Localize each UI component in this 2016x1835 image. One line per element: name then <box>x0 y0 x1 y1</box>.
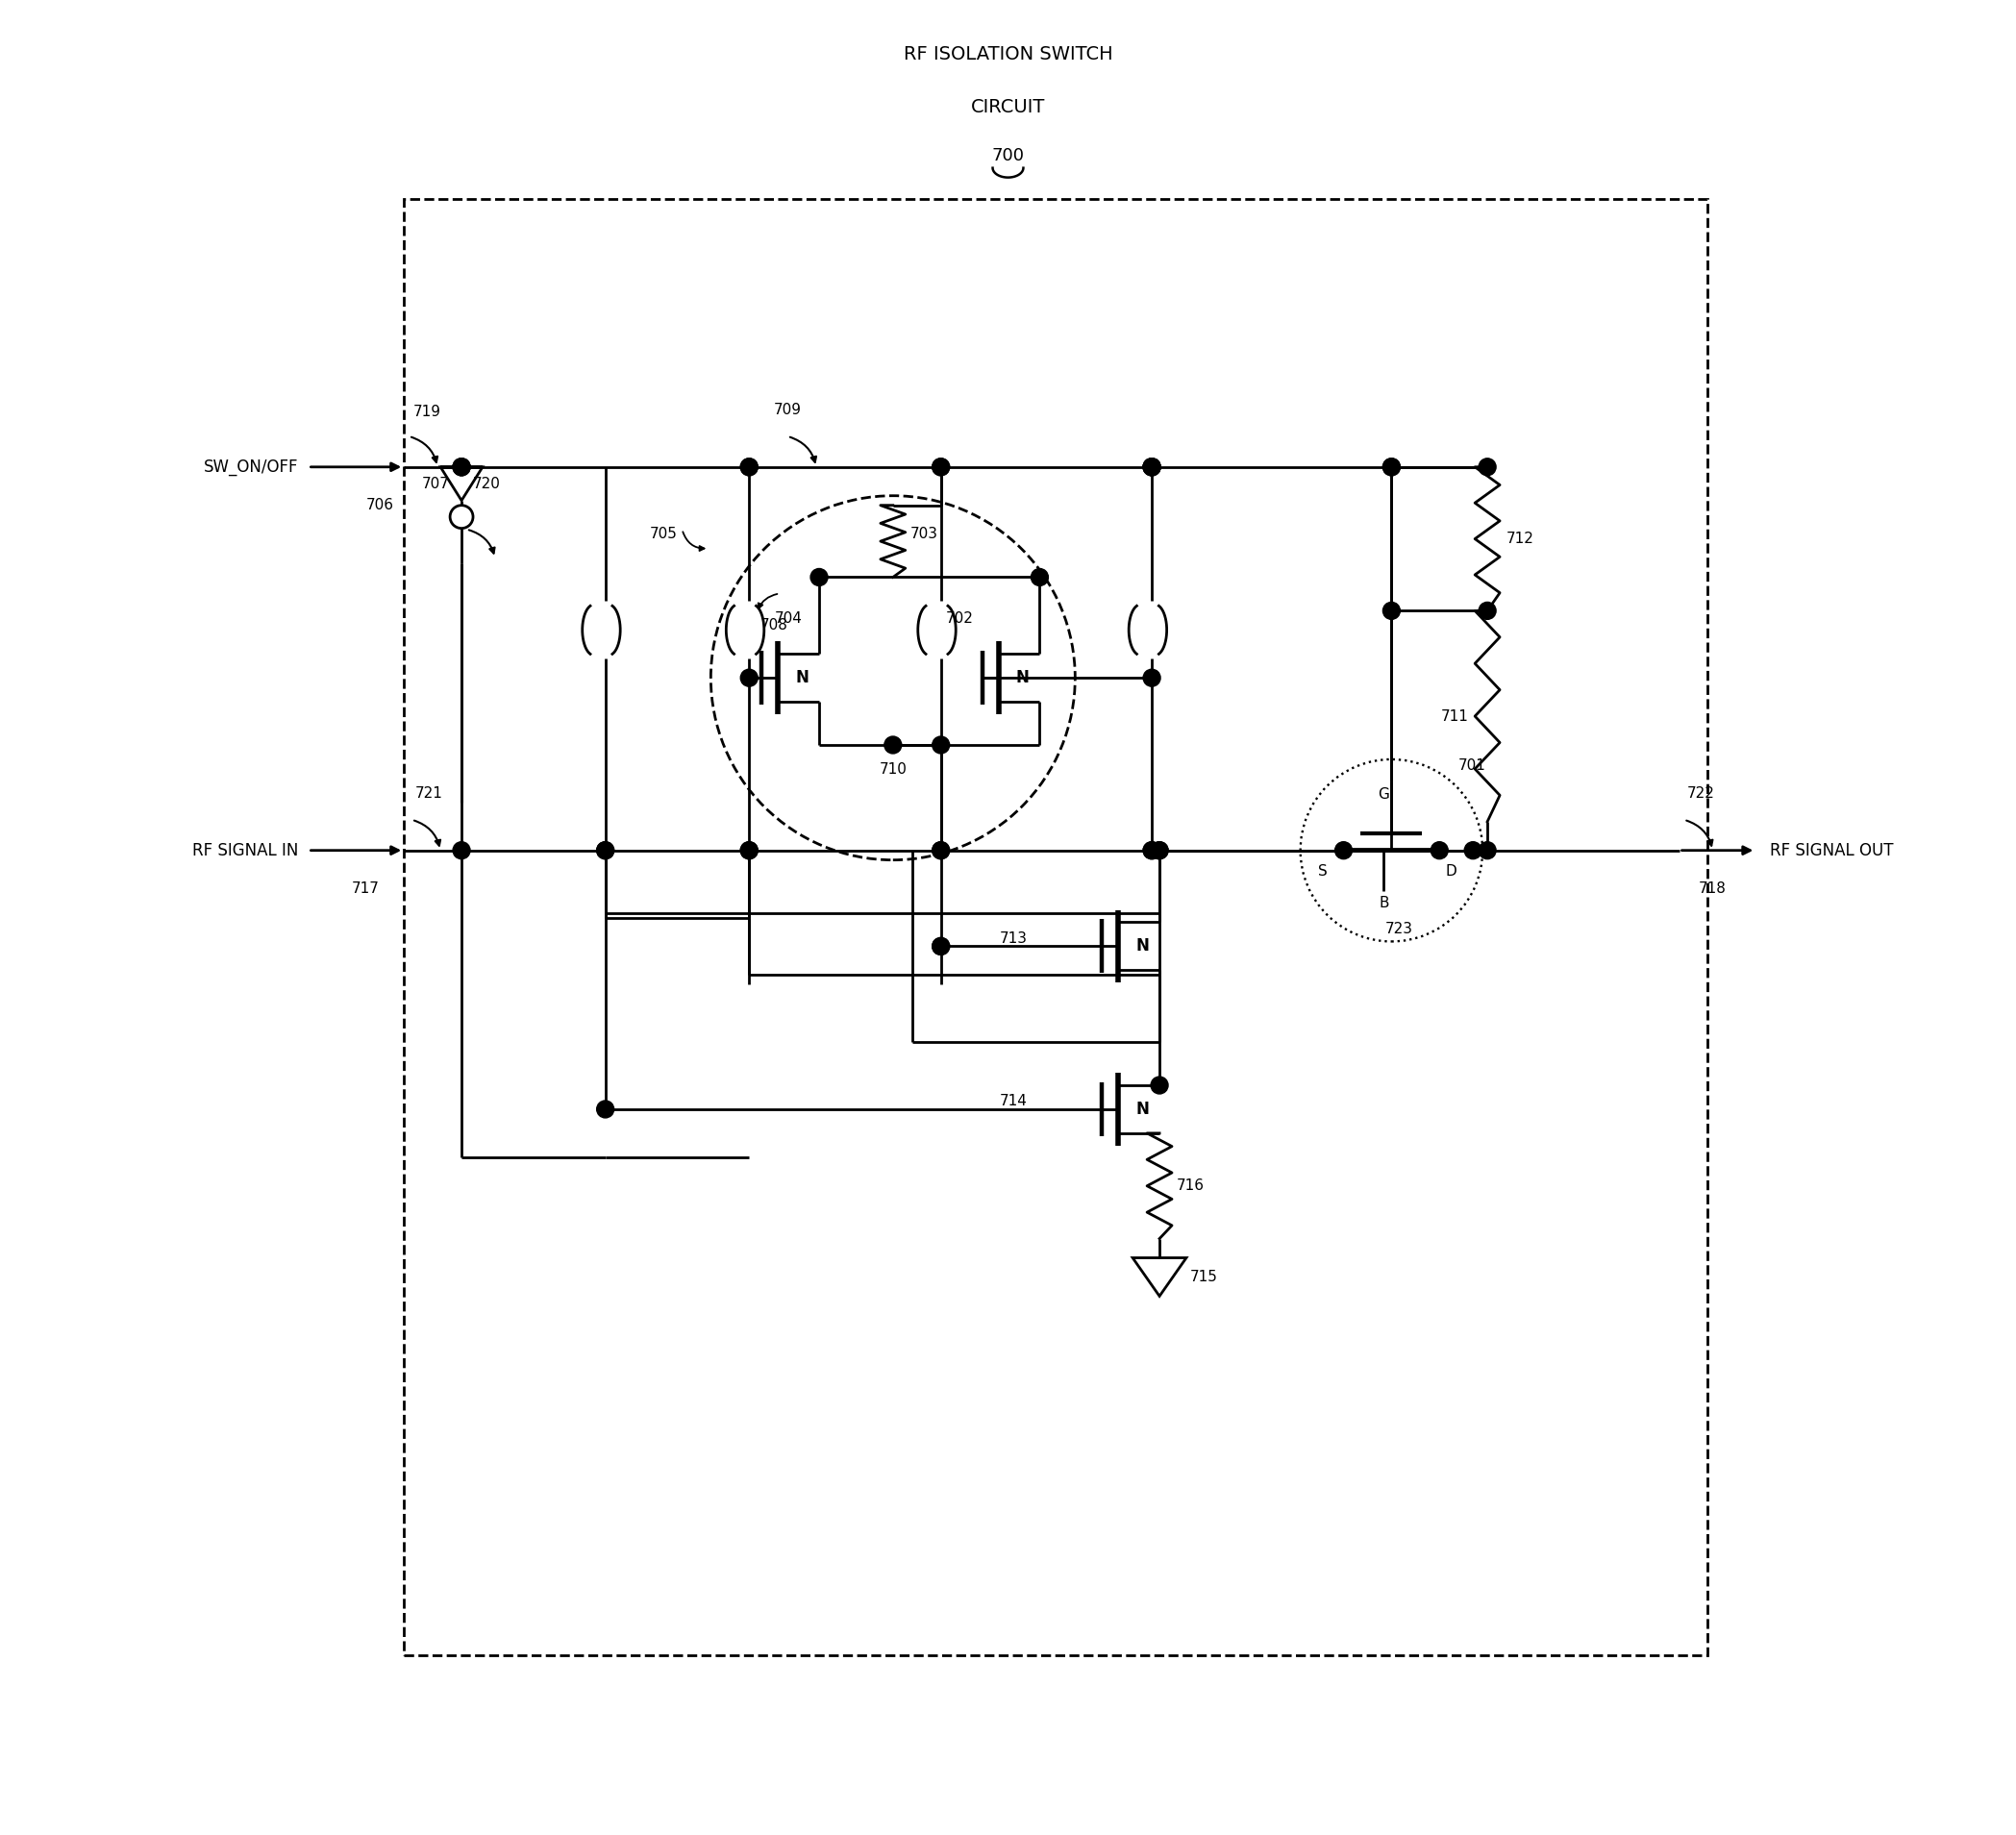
Text: S: S <box>1318 864 1327 879</box>
Text: 723: 723 <box>1385 923 1413 936</box>
Circle shape <box>1143 842 1161 859</box>
Circle shape <box>1478 459 1496 475</box>
Circle shape <box>740 842 758 859</box>
Circle shape <box>597 1101 615 1118</box>
Text: 717: 717 <box>351 881 379 895</box>
Text: 707: 707 <box>421 477 450 492</box>
Text: 703: 703 <box>909 527 937 541</box>
Circle shape <box>1151 842 1167 859</box>
Text: 700: 700 <box>992 147 1024 163</box>
Circle shape <box>1151 1077 1167 1094</box>
Text: 714: 714 <box>1000 1094 1028 1108</box>
Text: 722: 722 <box>1687 785 1714 800</box>
Text: RF SIGNAL IN: RF SIGNAL IN <box>192 842 298 859</box>
Text: 711: 711 <box>1439 708 1468 723</box>
Circle shape <box>931 459 950 475</box>
Text: G: G <box>1379 787 1389 802</box>
Text: 708: 708 <box>760 618 788 633</box>
Circle shape <box>740 670 758 686</box>
Circle shape <box>1383 459 1401 475</box>
Circle shape <box>740 459 758 475</box>
Text: 704: 704 <box>774 611 802 626</box>
Circle shape <box>597 842 615 859</box>
Text: N: N <box>1135 1101 1149 1118</box>
Text: RF ISOLATION SWITCH: RF ISOLATION SWITCH <box>903 46 1113 64</box>
Circle shape <box>931 459 950 475</box>
Circle shape <box>740 842 758 859</box>
Circle shape <box>931 842 950 859</box>
Polygon shape <box>439 466 482 501</box>
Text: RF SIGNAL OUT: RF SIGNAL OUT <box>1770 842 1893 859</box>
Circle shape <box>931 842 950 859</box>
Text: N: N <box>1135 938 1149 954</box>
Circle shape <box>454 842 470 859</box>
Circle shape <box>885 736 901 754</box>
Circle shape <box>1151 842 1167 859</box>
Text: 709: 709 <box>774 402 802 417</box>
Text: 720: 720 <box>474 477 500 492</box>
Text: 721: 721 <box>415 785 444 800</box>
Circle shape <box>931 938 950 954</box>
Text: 713: 713 <box>1000 932 1028 945</box>
Text: 718: 718 <box>1699 881 1726 895</box>
Circle shape <box>454 459 470 475</box>
Circle shape <box>1143 842 1161 859</box>
Circle shape <box>454 459 470 475</box>
Circle shape <box>454 459 470 475</box>
Circle shape <box>931 736 950 754</box>
Text: 719: 719 <box>413 404 442 418</box>
Text: CIRCUIT: CIRCUIT <box>972 99 1044 117</box>
Circle shape <box>1478 602 1496 620</box>
Text: 710: 710 <box>879 762 907 776</box>
Text: SW_ON/OFF: SW_ON/OFF <box>204 459 298 475</box>
Circle shape <box>1478 842 1496 859</box>
Text: N: N <box>794 670 808 686</box>
Circle shape <box>1383 459 1401 475</box>
Circle shape <box>1431 842 1447 859</box>
Text: 716: 716 <box>1177 1178 1206 1193</box>
Text: 705: 705 <box>649 527 677 541</box>
Text: 712: 712 <box>1506 532 1534 547</box>
Circle shape <box>1383 602 1401 620</box>
Text: B: B <box>1379 895 1389 910</box>
Circle shape <box>931 938 950 954</box>
Circle shape <box>1143 459 1161 475</box>
Circle shape <box>1143 459 1161 475</box>
Circle shape <box>1335 842 1353 859</box>
Circle shape <box>1143 459 1161 475</box>
Text: N: N <box>1016 670 1028 686</box>
Circle shape <box>1143 459 1161 475</box>
Text: 715: 715 <box>1189 1270 1218 1284</box>
Circle shape <box>1143 670 1161 686</box>
Text: D: D <box>1445 864 1458 879</box>
Circle shape <box>740 459 758 475</box>
Circle shape <box>810 569 829 585</box>
Text: 702: 702 <box>946 611 974 626</box>
Text: 706: 706 <box>367 497 393 512</box>
Circle shape <box>1464 842 1482 859</box>
Circle shape <box>597 842 615 859</box>
Circle shape <box>1030 569 1048 585</box>
Text: 701: 701 <box>1460 760 1486 773</box>
